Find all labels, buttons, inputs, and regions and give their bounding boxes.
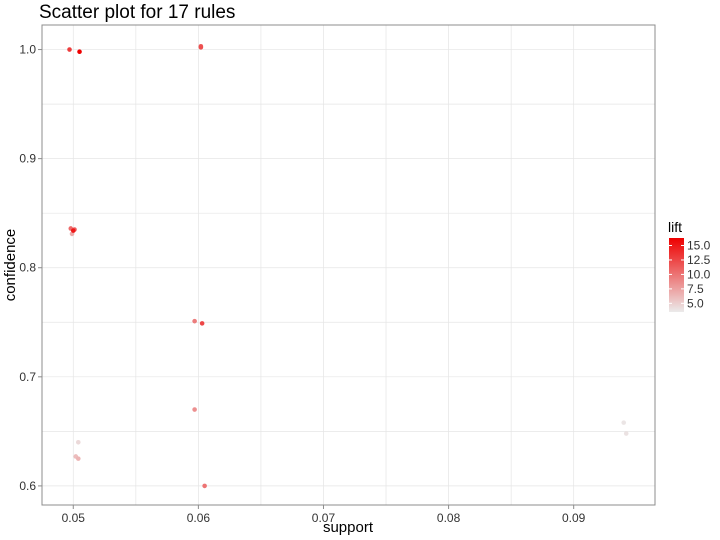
legend-tick-label: 10.0 (687, 267, 711, 281)
y-axis-title: confidence (2, 229, 19, 302)
legend-tick-label: 7.5 (687, 282, 704, 296)
x-tick-label: 0.05 (62, 511, 86, 525)
data-point (623, 431, 629, 436)
legend-tick-label: 5.0 (687, 296, 704, 310)
x-tick-label: 0.08 (437, 511, 461, 525)
x-axis-title: support (323, 519, 374, 536)
x-tick-label: 0.06 (187, 511, 211, 525)
data-point (192, 407, 197, 412)
data-point (621, 420, 627, 425)
data-point (192, 318, 197, 324)
y-tick-label: 1.0 (19, 43, 36, 57)
data-point (67, 47, 72, 52)
data-point (75, 439, 81, 445)
y-tick-label: 0.8 (19, 261, 36, 275)
legend-ticks: 5.07.510.012.515.0 (669, 239, 711, 310)
legend-tick-label: 15.0 (687, 239, 711, 253)
gridlines (42, 25, 655, 505)
lift-legend: lift 5.07.510.012.515.0 (668, 219, 711, 312)
x-tick-label: 0.09 (562, 511, 586, 525)
plot-panel-border (41, 24, 656, 506)
data-point (77, 49, 82, 55)
y-tick-label: 0.7 (19, 370, 36, 384)
data-point (198, 45, 204, 50)
chart-title: Scatter plot for 17 rules (39, 2, 235, 23)
data-points (67, 43, 629, 489)
y-tick-label: 0.9 (19, 152, 36, 166)
legend-tick-label: 12.5 (687, 253, 711, 267)
data-point (70, 228, 76, 233)
y-tick-label: 0.6 (19, 479, 36, 493)
legend-colorbar (669, 238, 684, 312)
data-point (75, 456, 81, 461)
x-tick-label: 0.07 (312, 511, 336, 525)
data-point (199, 321, 205, 326)
axis-ticks: 0.05 0.06 0.07 0.08 0.09 0.6 0.7 0.8 0.9 1.0 (19, 43, 585, 525)
data-point (202, 483, 207, 489)
legend-title: lift (668, 219, 682, 235)
